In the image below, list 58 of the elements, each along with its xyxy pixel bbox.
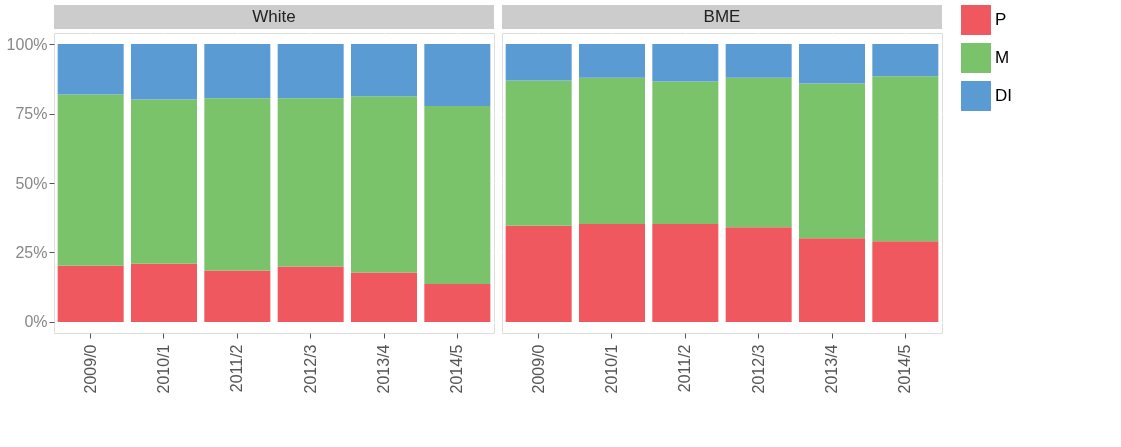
y-tick-label: 25% [15, 243, 48, 261]
bar [799, 44, 865, 84]
bar [204, 44, 271, 99]
legend-label: DI [995, 86, 1012, 105]
bar [424, 284, 491, 322]
x-tick-label: 2012/3 [749, 344, 767, 394]
bar [57, 94, 124, 266]
y-tick-label: 0% [24, 313, 48, 331]
bar [131, 263, 197, 322]
x-tick-label: 2011/2 [676, 344, 694, 393]
legend-label: P [995, 10, 1007, 29]
x-tick-label: 2011/2 [228, 344, 246, 393]
bar [131, 99, 197, 264]
chart-title: BME [703, 7, 741, 26]
bar [204, 270, 271, 322]
legend-label: M [995, 48, 1010, 67]
bar [652, 81, 719, 225]
bar [424, 44, 491, 107]
bar [579, 224, 645, 322]
bar [725, 77, 792, 228]
x-tick-label: 2010/1 [155, 344, 172, 394]
bar [872, 76, 939, 242]
x-tick-label: 2013/4 [823, 344, 840, 394]
x-tick-label: 2010/1 [603, 344, 620, 394]
bar [351, 96, 417, 273]
y-tick-label: 100% [6, 35, 48, 53]
bar [204, 98, 271, 271]
bar [872, 241, 939, 322]
bar [579, 44, 645, 78]
x-tick-label: 2014/5 [896, 344, 914, 394]
bar [579, 77, 645, 225]
x-tick-label: 2009/0 [529, 344, 547, 394]
bar [131, 44, 197, 100]
bar [277, 266, 344, 322]
x-tick-label: 2014/5 [448, 344, 466, 394]
bar [424, 106, 491, 285]
bar [505, 225, 572, 322]
bar [725, 44, 792, 78]
bar [57, 265, 124, 322]
bar [652, 44, 719, 82]
bar [277, 44, 344, 99]
x-tick-label: 2013/4 [375, 344, 392, 394]
chart-title: White [252, 7, 296, 26]
y-tick-label: 75% [15, 105, 48, 123]
bar [725, 227, 792, 322]
bar [652, 224, 719, 322]
y-tick-label: 50% [15, 174, 48, 192]
bar [277, 98, 344, 267]
x-tick-label: 2009/0 [81, 344, 99, 394]
bar [351, 272, 417, 322]
bar [872, 44, 939, 77]
bar [505, 44, 572, 81]
bar [351, 44, 417, 97]
bar [799, 238, 865, 322]
bar [505, 80, 572, 226]
bar [799, 83, 865, 239]
x-tick-label: 2012/3 [301, 344, 319, 394]
bar [57, 44, 124, 95]
